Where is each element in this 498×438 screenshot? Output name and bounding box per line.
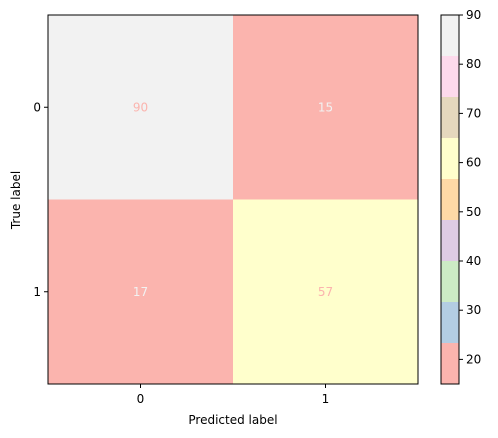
colorbar-segment — [441, 179, 459, 220]
cell-value-label-0-1: 15 — [318, 100, 333, 114]
cell-value-label-1-0: 17 — [133, 285, 148, 299]
colorbar-tick-label: 70 — [466, 106, 481, 120]
colorbar-frame — [440, 14, 460, 385]
cell-value-label-0-0: 90 — [133, 100, 148, 114]
heatmap-cell-1-1 — [233, 199, 418, 384]
colorbar-segment — [441, 15, 459, 56]
colorbar-tick-label: 60 — [466, 156, 481, 170]
colorbar-ticks: 20 30 40 50 60 70 80 90 — [459, 8, 481, 366]
colorbar — [441, 15, 459, 384]
cell-value-label-1-1: 57 — [318, 285, 333, 299]
plot-frame — [47, 14, 419, 385]
heatmap-cell-1-0 — [48, 199, 233, 384]
colorbar-tick-label: 30 — [466, 303, 481, 317]
colorbar-segment — [441, 220, 459, 261]
y-tick-label: 1 — [33, 285, 41, 299]
colorbar-segment — [441, 261, 459, 302]
heatmap-cells — [48, 15, 418, 384]
x-tick-label: 1 — [322, 392, 330, 406]
colorbar-segment — [441, 97, 459, 138]
colorbar-tick-label: 50 — [466, 205, 481, 219]
colorbar-tick-label: 20 — [466, 352, 481, 366]
heatmap-cell-labels: 90 15 17 57 — [133, 100, 333, 299]
y-axis-label: True label — [9, 171, 23, 230]
colorbar-segment — [441, 302, 459, 343]
x-tick-label: 0 — [137, 392, 145, 406]
colorbar-tick-label: 90 — [466, 8, 481, 22]
colorbar-tick-label: 40 — [466, 254, 481, 268]
y-axis-ticks: 01 — [33, 100, 48, 299]
colorbar-segment — [441, 343, 459, 384]
x-axis-label: Predicted label — [188, 413, 277, 427]
colorbar-tick-label: 80 — [466, 57, 481, 71]
heatmap-cell-0-0 — [48, 15, 233, 200]
heatmap-cell-0-1 — [233, 15, 418, 200]
y-tick-label: 0 — [33, 100, 41, 114]
colorbar-segment — [441, 56, 459, 97]
colorbar-segment — [441, 138, 459, 179]
